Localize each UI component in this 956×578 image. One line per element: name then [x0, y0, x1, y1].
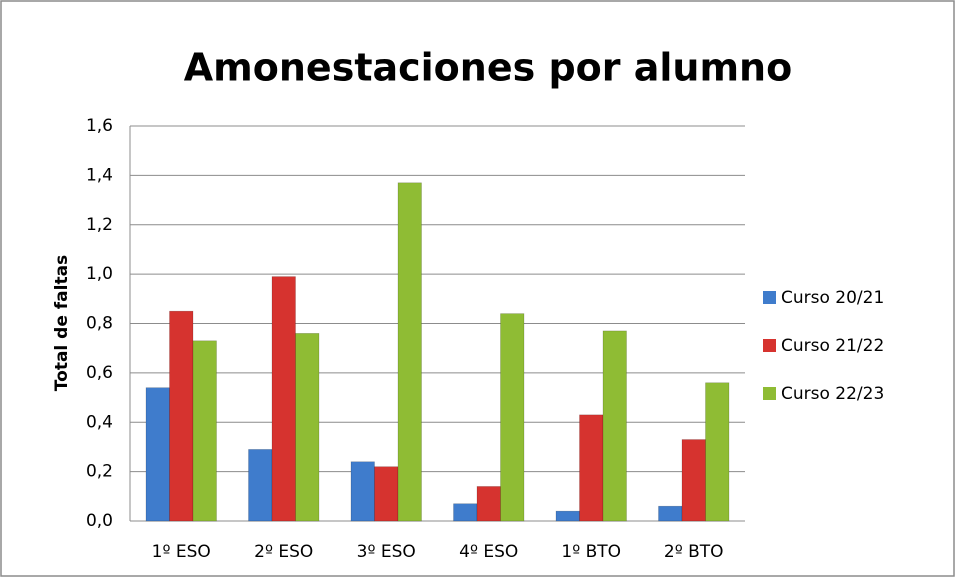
- x-tick-label: 2º BTO: [664, 542, 724, 562]
- y-tick-label: 0,6: [86, 363, 113, 383]
- bar: [705, 382, 730, 522]
- y-tick-label: 0,8: [86, 314, 113, 334]
- bar: [681, 439, 706, 522]
- x-tick-label: 1º ESO: [152, 542, 211, 562]
- bar: [169, 310, 194, 522]
- legend-label: Curso 20/21: [781, 288, 884, 308]
- legend-label: Curso 22/23: [781, 384, 884, 404]
- y-tick-label: 1,0: [86, 264, 113, 284]
- legend-label: Curso 21/22: [781, 336, 884, 356]
- x-tick-label: 4º ESO: [459, 542, 518, 562]
- y-tick-label: 0,4: [86, 412, 113, 432]
- bar: [145, 387, 170, 522]
- y-tick-label: 0,2: [86, 462, 113, 482]
- bar: [397, 182, 422, 522]
- x-tick-label: 3º ESO: [357, 542, 416, 562]
- y-tick-label: 1,4: [86, 165, 113, 185]
- y-axis-label: Total de faltas: [52, 255, 72, 391]
- y-tick-label: 1,2: [86, 215, 113, 235]
- bar: [295, 333, 320, 522]
- y-tick-label: 0,0: [86, 511, 113, 531]
- legend-swatch: [763, 291, 776, 304]
- chart-title: Amonestaciones por alumno: [184, 46, 792, 90]
- bar: [248, 449, 273, 522]
- bar: [374, 466, 399, 522]
- bar: [602, 330, 627, 522]
- x-tick-label: 2º ESO: [254, 542, 313, 562]
- bar: [579, 414, 604, 522]
- bar: [658, 505, 683, 522]
- x-tick-label: 1º BTO: [561, 542, 621, 562]
- y-tick-label: 1,6: [86, 116, 113, 136]
- legend-swatch: [763, 339, 776, 352]
- bar: [500, 313, 525, 522]
- bar: [476, 486, 501, 522]
- bar: [555, 510, 580, 522]
- legend-swatch: [763, 387, 776, 400]
- bar: [192, 340, 217, 522]
- bar: [271, 276, 296, 522]
- bar: [453, 503, 478, 522]
- bar: [350, 461, 375, 522]
